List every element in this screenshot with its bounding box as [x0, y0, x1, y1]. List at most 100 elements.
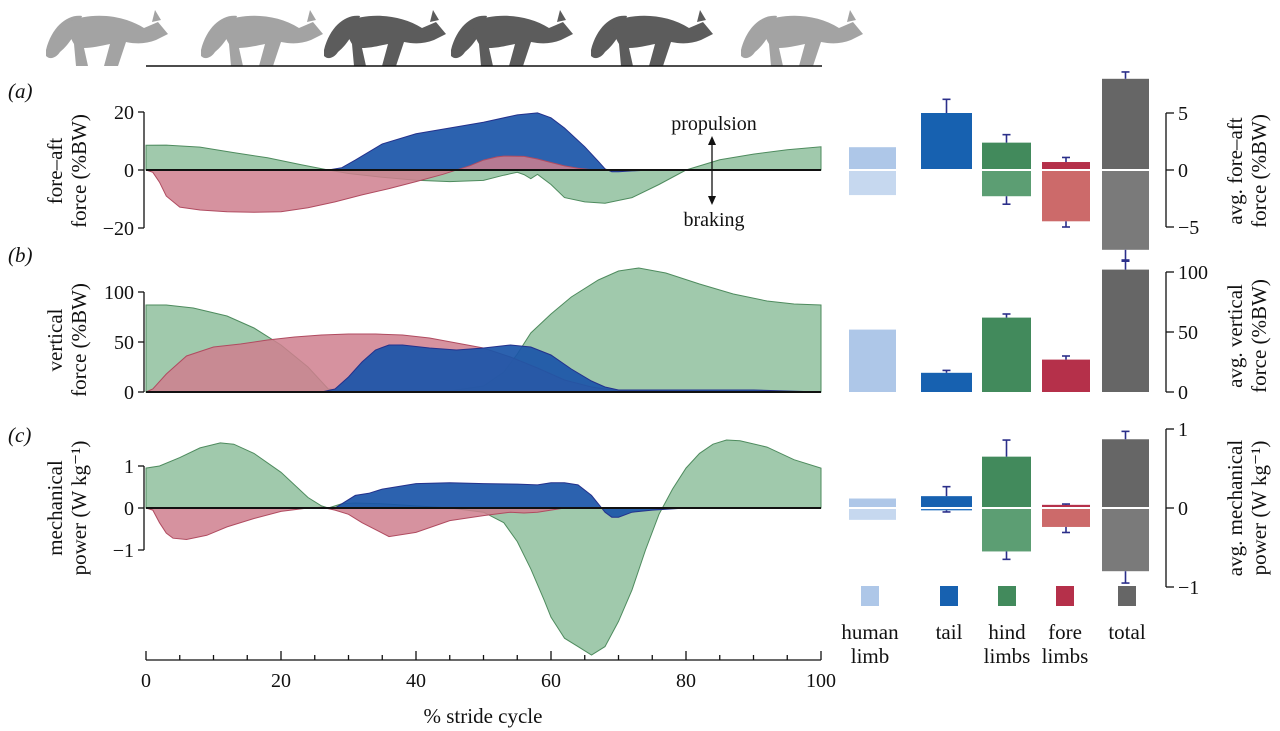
braking-label: braking: [683, 209, 744, 231]
x-tick-label: 0: [141, 670, 151, 692]
body-shape: [346, 15, 446, 66]
kangaroo-silhouette-icon: [591, 10, 713, 66]
legend-swatch-total: [1118, 586, 1136, 606]
kangaroo-silhouette-icon: [201, 10, 323, 66]
bar-panel-c-bars: −1 0 1: [849, 419, 1199, 599]
body-shape: [223, 15, 323, 66]
ear-shape: [152, 10, 161, 22]
bar-total-negative: [1102, 508, 1149, 572]
legend-label-tail: tail: [936, 620, 963, 644]
right-tick-label: 0: [1178, 382, 1188, 404]
right-axis-title-a-line1: avg. fore–aft: [1223, 117, 1247, 224]
bar-total-positive: [1102, 78, 1149, 170]
y-axis-title-c-line1: mechanical: [43, 460, 67, 556]
bar-hind: [982, 317, 1031, 392]
ear-shape: [430, 10, 439, 22]
x-axis-title: % stride cycle: [424, 704, 543, 728]
bar-total-negative: [1102, 170, 1149, 250]
y-tick-label: 100: [104, 282, 134, 304]
x-tick-label: 40: [406, 670, 426, 692]
bar-tail-positive: [921, 496, 972, 508]
body-shape: [473, 15, 573, 66]
panel-label-c: (c): [8, 423, 31, 447]
y-axis-title-a-line1: fore–aft: [43, 138, 67, 205]
right-axis-title-b-line2: force (%BW): [1247, 279, 1271, 393]
propulsion-label: propulsion: [671, 113, 757, 135]
bar-total: [1102, 269, 1149, 392]
y-tick-label: −1: [113, 540, 134, 562]
kangaroo-silhouette-icon: [46, 10, 168, 66]
bar-human-positive: [849, 147, 896, 170]
right-tick-label: −1: [1178, 577, 1199, 599]
right-tick-label: 0: [1178, 498, 1188, 520]
legend-swatch-hind: [998, 586, 1016, 606]
bar-tail-negative: [921, 508, 972, 511]
bar-hind-positive: [982, 142, 1031, 170]
bar-total-positive: [1102, 439, 1149, 508]
bar-fore-negative: [1042, 508, 1090, 527]
right-tick-label: 5: [1178, 103, 1188, 125]
right-axis-title-b-line1: avg. vertical: [1223, 284, 1247, 388]
series-area-tail: [146, 344, 822, 393]
legend-swatch-fore: [1056, 586, 1074, 606]
y-axis-title-c-line2: power (W kg⁻¹): [67, 441, 91, 576]
y-tick-label: −20: [103, 218, 134, 240]
ear-shape: [307, 10, 316, 22]
x-tick-label: 20: [271, 670, 291, 692]
bar-human-negative: [849, 170, 896, 196]
series-area-fore: [145, 506, 821, 541]
right-tick-label: 1: [1178, 419, 1188, 441]
bar-human-positive: [849, 498, 896, 508]
legend-label-hind: hind: [988, 620, 1026, 644]
bar-hind-positive: [982, 456, 1031, 508]
bar-fore-positive: [1042, 162, 1090, 170]
right-axis-title-c-line1: avg. mechanical: [1223, 440, 1247, 577]
area-panel-a: −20 0 20: [103, 102, 822, 240]
arrow-up-icon: [708, 136, 716, 145]
kangaroo-silhouettes: [46, 10, 863, 66]
y-tick-label: 1: [124, 456, 134, 478]
y-axis-title-b-line1: vertical: [43, 308, 67, 371]
legend-swatch-human: [861, 586, 879, 606]
bar-fore-negative: [1042, 170, 1090, 222]
y-tick-label: 20: [114, 102, 134, 124]
kangaroo-silhouette-icon: [741, 10, 863, 66]
panel-label-a: (a): [8, 79, 33, 103]
right-tick-label: 0: [1178, 160, 1188, 182]
y-tick-label: 0: [124, 498, 134, 520]
area-panel-c: −1 0 1: [113, 439, 822, 656]
kangaroo-silhouette-icon: [451, 10, 573, 66]
bar-human-negative: [849, 508, 896, 520]
bar-panel-a-bars: −5 0 5: [849, 71, 1199, 263]
right-tick-label: 100: [1178, 262, 1208, 284]
legend-label-fore: fore: [1048, 620, 1082, 644]
series-area-hind: [145, 144, 822, 204]
bar-fore-positive: [1042, 504, 1090, 508]
right-axis-title-a-line2: force (%BW): [1247, 114, 1271, 228]
y-axis-title-a-line2: force (%BW): [67, 114, 91, 228]
area-panel-b: 0 50 100: [104, 267, 822, 404]
legend-label-total: total: [1108, 620, 1145, 644]
legend-label-human: limb: [851, 644, 890, 668]
right-axis-title-c-line2: power (W kg⁻¹): [1247, 441, 1271, 576]
panel-label-b: (b): [8, 243, 33, 267]
line-panels: −20 0 20 0 50 100 −1 0 1: [103, 102, 822, 656]
bar-hind-negative: [982, 508, 1031, 552]
x-axis: 0 20 40 60 80 100: [141, 651, 836, 692]
right-tick-label: −5: [1178, 217, 1199, 239]
ear-shape: [557, 10, 566, 22]
kangaroo-silhouette-icon: [324, 10, 446, 66]
legend-label-hind: limbs: [984, 644, 1031, 668]
y-tick-label: 0: [124, 382, 134, 404]
bar-fore: [1042, 359, 1090, 392]
bar-hind-negative: [982, 170, 1031, 197]
arrow-down-icon: [708, 196, 716, 205]
right-tick-label: 50: [1178, 322, 1198, 344]
legend-label-fore: limbs: [1042, 644, 1089, 668]
body-shape: [763, 15, 863, 66]
bar-human: [849, 329, 896, 392]
legend-label-human: human: [841, 620, 899, 644]
y-axis-title-b-line2: force (%BW): [67, 283, 91, 397]
